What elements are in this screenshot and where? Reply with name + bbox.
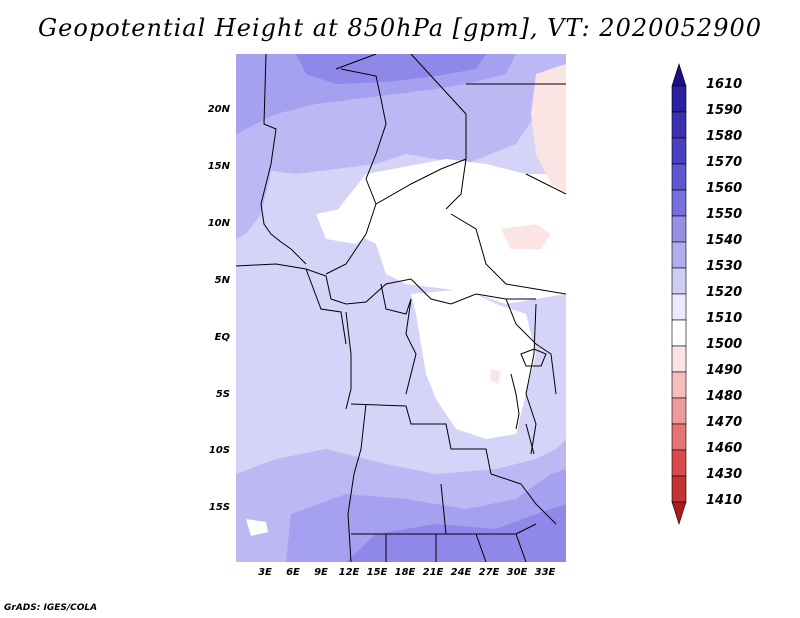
colorbar-label: 1580	[706, 129, 743, 144]
shading-1560-north	[296, 54, 486, 84]
colorbar-label: 1610	[706, 77, 743, 92]
lat-tick-10s: 10S	[208, 445, 230, 456]
lat-tick-5n: 5N	[214, 275, 230, 286]
lon-tick-21e: 21E	[422, 567, 444, 578]
colorbar-label: 1570	[706, 155, 743, 170]
lon-tick-30e: 30E	[506, 567, 528, 578]
lon-tick-15e: 15E	[366, 567, 388, 578]
colorbar-swatch	[671, 293, 687, 321]
colorbar-label: 1490	[706, 363, 743, 378]
lat-tick-5s: 5S	[215, 389, 230, 400]
colorbar-top-arrow	[671, 63, 687, 87]
map-panel: 20N 15N 10N 5N EQ 5S 10S 15S 3E 6E 9E 12…	[208, 54, 566, 578]
shading-1560-south	[346, 504, 566, 562]
colorbar-label: 1470	[706, 415, 743, 430]
lon-tick-24e: 24E	[450, 567, 472, 578]
colorbar-label: 1500	[706, 337, 743, 352]
lon-tick-12e: 12E	[338, 567, 360, 578]
lon-tick-18e: 18E	[394, 567, 416, 578]
shading-1520-central-north	[331, 159, 566, 304]
colorbar-label: 1520	[706, 285, 743, 300]
lon-tick-27e: 27E	[478, 567, 500, 578]
colorbar-swatch	[671, 137, 687, 165]
colorbar-label: 1460	[706, 441, 743, 456]
colorbar-swatch	[671, 319, 687, 347]
shading-1510-spot	[490, 369, 501, 384]
colorbar-swatch	[671, 85, 687, 113]
colorbar-swatch	[671, 241, 687, 269]
colorbar-label: 1540	[706, 233, 743, 248]
colorbar-swatch	[671, 475, 687, 503]
colorbar-swatch	[671, 423, 687, 451]
geopotential-height-map	[236, 54, 566, 562]
colorbar-swatch	[671, 215, 687, 243]
colorbar-label: 1430	[706, 467, 743, 482]
colorbar-label: 1590	[706, 103, 743, 118]
colorbar: 1610 1590 1580 1570 1560 1550 1540 1530 1520 1510…	[660, 60, 800, 560]
lon-tick-9e: 9E	[314, 567, 328, 578]
colorbar-bottom-arrow	[671, 501, 687, 525]
map-title: Geopotential Height at 850hPa [gpm], VT:…	[38, 14, 762, 42]
colorbar-swatch	[671, 397, 687, 425]
colorbar-swatch	[671, 163, 687, 191]
lon-tick-6e: 6E	[286, 567, 300, 578]
colorbar-swatch	[671, 345, 687, 373]
colorbar-label: 1530	[706, 259, 743, 274]
lon-tick-33e: 33E	[534, 567, 556, 578]
shading-1510-east	[531, 64, 566, 194]
colorbar-swatches	[671, 63, 687, 525]
colorbar-swatch	[671, 189, 687, 217]
colorbar-label: 1550	[706, 207, 743, 222]
shading-1520-blob	[316, 204, 376, 244]
grads-credit: GrADS: IGES/COLA	[4, 603, 98, 613]
colorbar-swatch	[671, 267, 687, 295]
lon-tick-3e: 3E	[258, 567, 272, 578]
lakes	[510, 348, 547, 455]
shading-1520-ocean-spot	[246, 519, 268, 536]
colorbar-label: 1480	[706, 389, 743, 404]
shading-1520-congo	[411, 289, 536, 439]
country-borders	[236, 54, 566, 562]
lat-tick-eq: EQ	[214, 332, 230, 343]
shading-1540-west	[236, 134, 271, 239]
lat-tick-15n: 15N	[207, 161, 230, 172]
colorbar-label: 1560	[706, 181, 743, 196]
lat-tick-20n: 20N	[207, 104, 230, 115]
colorbar-swatch	[671, 371, 687, 399]
shading-1510-blob	[501, 224, 551, 249]
lat-tick-15s: 15S	[208, 502, 230, 513]
colorbar-swatch	[671, 449, 687, 477]
colorbar-label: 1410	[706, 493, 743, 508]
lat-tick-10n: 10N	[207, 218, 230, 229]
colorbar-label: 1510	[706, 311, 743, 326]
colorbar-swatch	[671, 111, 687, 139]
